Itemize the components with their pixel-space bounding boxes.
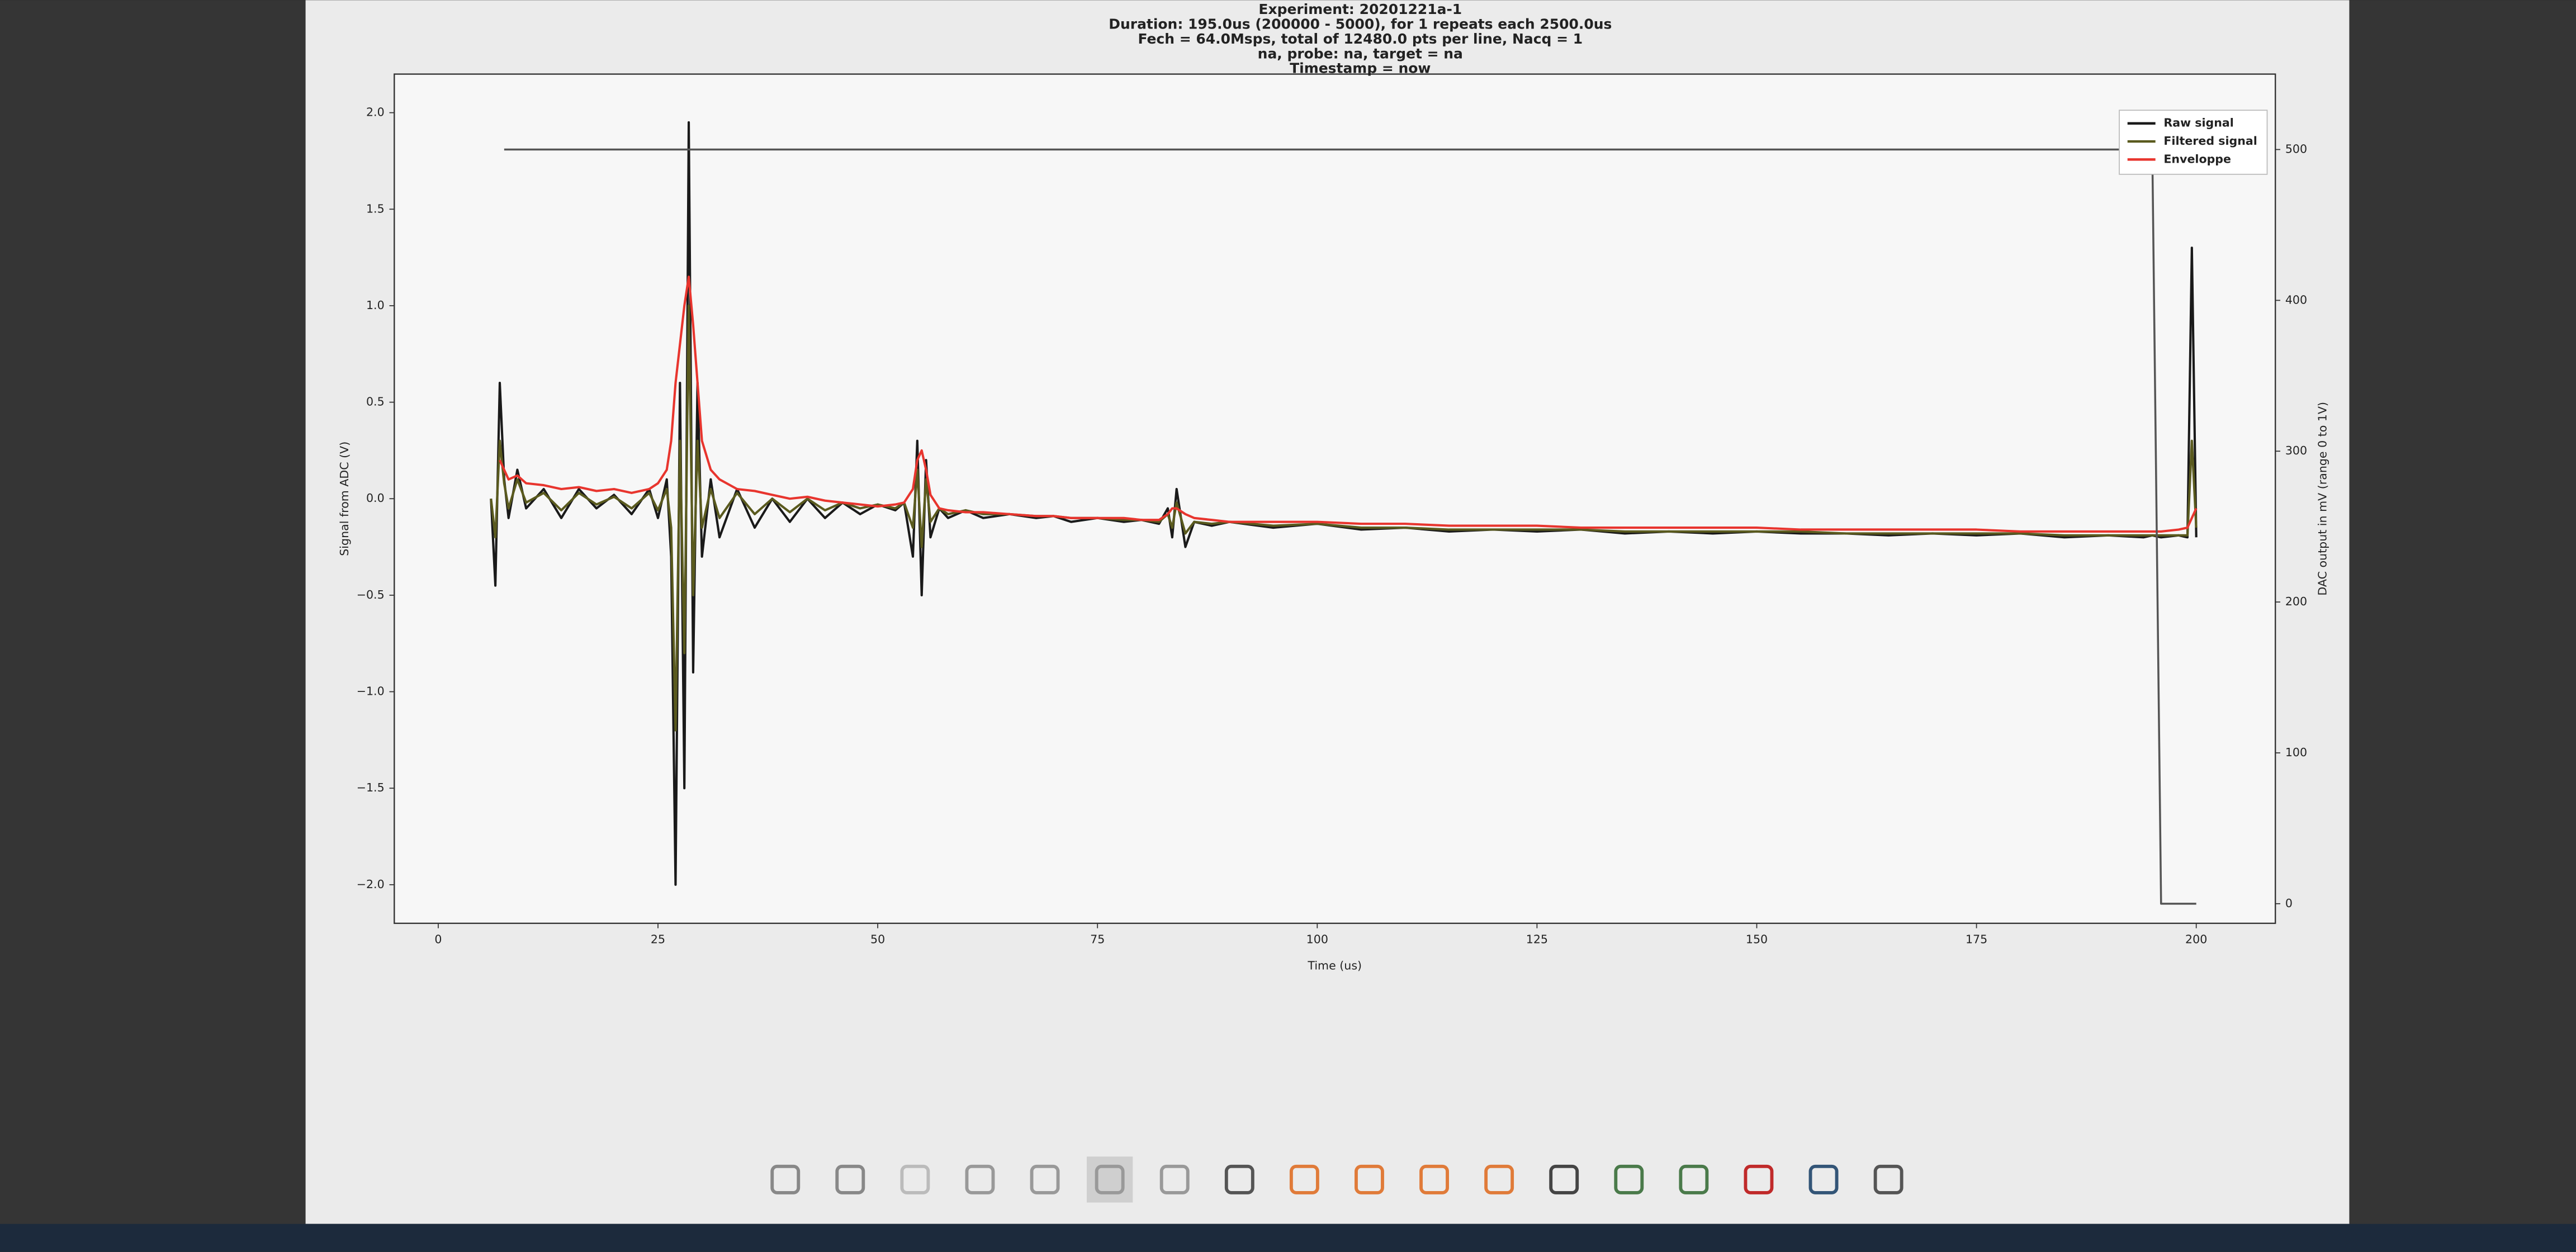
toolbar-button-rotate-left[interactable]	[1281, 1156, 1327, 1202]
toolbar-button-back[interactable]	[763, 1156, 808, 1202]
y2-tick-label: 200	[2285, 595, 2307, 608]
legend-label: Enveloppe	[2163, 152, 2231, 165]
toolbar-button-play[interactable]	[892, 1156, 938, 1202]
y-tick-label: −1.5	[357, 781, 385, 794]
series-line	[499, 276, 2198, 533]
button-icon	[900, 1164, 930, 1194]
chart-title: Experiment: 20201221a-1	[1258, 1, 1462, 17]
taskbar	[0, 1223, 2576, 1252]
y-axis-label: Signal from ADC (V)	[338, 442, 351, 556]
button-icon	[835, 1164, 865, 1194]
y-tick-label: 0.5	[366, 395, 385, 409]
y-tick-label: 1.0	[366, 298, 385, 312]
toolbar-button-forward[interactable]	[827, 1156, 873, 1202]
x-tick-label: 200	[2185, 932, 2207, 946]
button-icon	[965, 1164, 995, 1194]
button-icon	[1744, 1164, 1774, 1194]
chart-title: na, probe: na, target = na	[1258, 45, 1463, 61]
toolbar-button-print[interactable]	[1541, 1156, 1587, 1202]
button-icon	[1873, 1164, 1903, 1194]
button-icon	[1095, 1164, 1125, 1194]
toolbar-button-close[interactable]	[1736, 1156, 1782, 1202]
y-tick-label: 2.0	[366, 106, 385, 119]
x-tick-label: 175	[1966, 932, 1987, 946]
button-icon	[1419, 1164, 1449, 1194]
button-icon	[1159, 1164, 1190, 1194]
toolbar-button-pan[interactable]	[1216, 1156, 1262, 1202]
x-tick-label: 0	[434, 932, 442, 946]
y2-tick-label: 100	[2285, 746, 2307, 759]
toolbar-button-exit[interactable]	[1865, 1156, 1911, 1202]
toolbar-button-flip-v[interactable]	[1476, 1156, 1522, 1202]
y-tick-label: −1.0	[357, 685, 385, 698]
x-tick-label: 25	[651, 932, 665, 946]
legend-label: Raw signal	[2163, 116, 2233, 130]
toolbar-button-reset[interactable]	[1152, 1156, 1197, 1202]
toolbar-button-save[interactable]	[1606, 1156, 1652, 1202]
toolbar-button-rotate-right[interactable]	[1346, 1156, 1392, 1202]
toolbar	[763, 1156, 1911, 1203]
y2-axis-label: DAC output in mV (range 0 to 1V)	[2315, 402, 2329, 596]
button-icon	[1614, 1164, 1644, 1194]
legend-label: Filtered signal	[2163, 134, 2257, 148]
y2-tick-label: 300	[2285, 444, 2307, 457]
y2-tick-label: 500	[2285, 143, 2307, 156]
toolbar-button-zoom-in[interactable]	[1022, 1156, 1068, 1202]
chart-title: Fech = 64.0Msps, total of 12480.0 pts pe…	[1138, 31, 1583, 47]
button-icon	[770, 1164, 801, 1194]
button-icon	[1679, 1164, 1709, 1194]
y-tick-label: −2.0	[357, 878, 385, 891]
chart-title: Timestamp = now	[1290, 60, 1431, 77]
x-tick-label: 50	[870, 932, 885, 946]
button-icon	[1289, 1164, 1319, 1194]
chart-title: Duration: 195.0us (200000 - 5000), for 1…	[1109, 16, 1612, 32]
button-icon	[1484, 1164, 1514, 1194]
toolbar-button-window[interactable]	[1801, 1156, 1846, 1202]
x-tick-label: 75	[1090, 932, 1105, 946]
y2-tick-label: 400	[2285, 293, 2307, 306]
toolbar-button-delete[interactable]	[1671, 1156, 1717, 1202]
y-tick-label: −0.5	[357, 588, 385, 601]
x-tick-label: 125	[1526, 932, 1548, 946]
y2-tick-label: 0	[2285, 897, 2293, 910]
button-icon	[1808, 1164, 1839, 1194]
toolbar-button-zoom-out[interactable]	[957, 1156, 1003, 1202]
x-axis-label: Time (us)	[1307, 959, 1362, 972]
button-icon	[1549, 1164, 1579, 1194]
y-tick-label: 0.0	[366, 491, 385, 505]
button-icon	[1355, 1164, 1384, 1194]
toolbar-button-fit[interactable]	[1087, 1156, 1133, 1203]
button-icon	[1224, 1164, 1254, 1194]
series-line	[504, 148, 2196, 905]
x-tick-label: 150	[1746, 932, 1768, 946]
toolbar-button-flip-h[interactable]	[1411, 1156, 1457, 1202]
x-tick-label: 100	[1306, 932, 1328, 946]
button-bg	[1087, 1156, 1133, 1203]
y-tick-label: 1.5	[366, 202, 385, 215]
button-icon	[1030, 1164, 1060, 1194]
